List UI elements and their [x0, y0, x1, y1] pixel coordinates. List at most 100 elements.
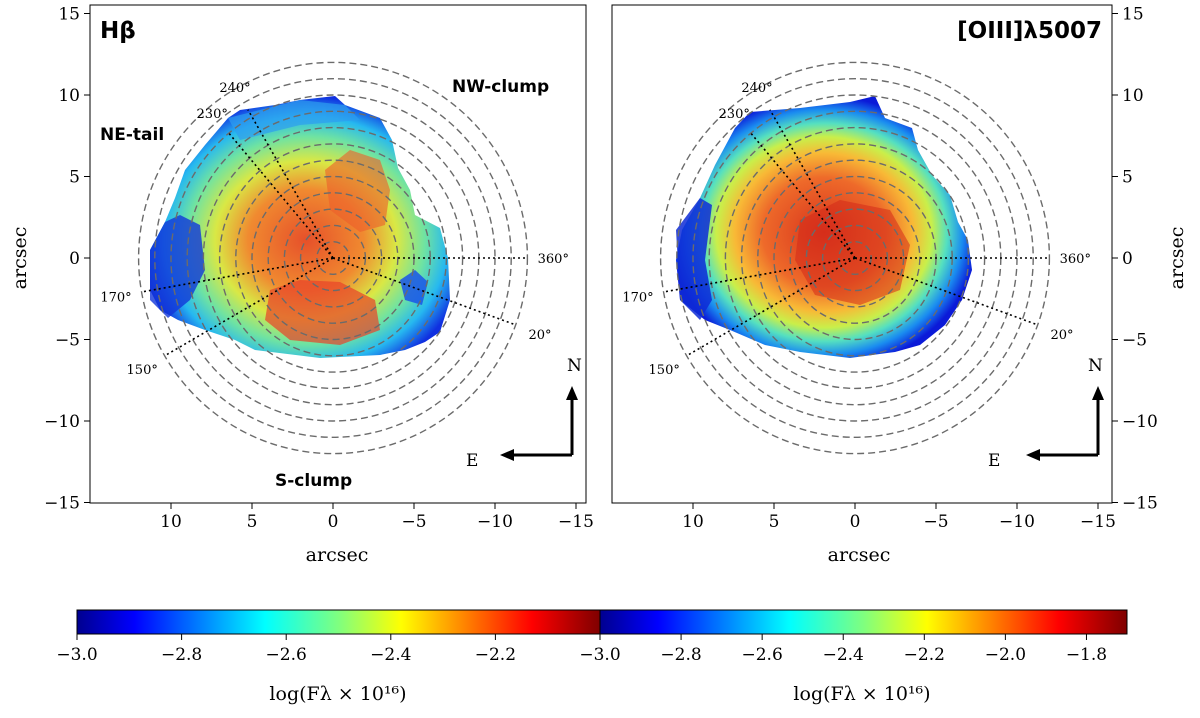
colorbar-oiii-gradient [599, 609, 1128, 635]
hbeta-compass: N E [466, 356, 582, 471]
oiii-compass: N E [988, 356, 1104, 471]
colorbar-oiii-label: log(Fλ × 10¹⁶) [793, 683, 930, 705]
oiii-compass-north: N [1088, 356, 1103, 376]
ring-3 [283, 208, 383, 308]
y-tick-label: −10 [44, 412, 80, 432]
ring-6 [757, 159, 953, 357]
x-tick-label: 10 [160, 512, 182, 532]
angle-label-360: 360° [1060, 252, 1091, 267]
angle-label-170: 170° [622, 290, 653, 305]
ring-12 [659, 61, 1051, 455]
colorbar-tick-label: −2.2 [904, 645, 945, 665]
oiii-axes-frame [611, 4, 1113, 504]
colorbar-tick-label: −1.8 [1066, 645, 1107, 665]
y-tick-label: −10 [1122, 412, 1158, 432]
panel-oiii: 240° 230° 170° 150° 20° 360° 10 5 0 −5 −10 −15 −15… [611, 4, 1188, 566]
colorbar-tick-label: −2.2 [475, 645, 516, 665]
y-tick-label: 15 [1122, 5, 1144, 25]
x-tick-label: −15 [558, 512, 594, 532]
colorbar-tick-label: −3.0 [579, 645, 620, 665]
angle-label-240: 240° [219, 81, 250, 96]
angle-line-230 [750, 132, 856, 259]
angle-label-230: 230° [719, 107, 750, 122]
hbeta-x-ticks: 10 5 0 −5 −10 −15 [160, 503, 594, 532]
x-tick-label: −5 [923, 512, 948, 532]
colorbar-hbeta-ticks: −3.0 −2.8 −2.6 −2.4 −2.2 [56, 634, 516, 665]
colorbar-oiii-ticks: −3.0 −2.8 −2.6 −2.4 −2.2 −2.0 −1.8 [579, 634, 1107, 665]
ring-4 [789, 192, 921, 324]
colorbar-tick-label: −2.6 [742, 645, 783, 665]
angle-label-230: 230° [197, 107, 228, 122]
ring-2 [299, 224, 367, 292]
ring-8 [724, 126, 986, 390]
annotation-nw-clump: NW-clump [452, 77, 549, 97]
y-tick-label: 0 [1122, 249, 1133, 269]
x-tick-label: −15 [1080, 512, 1116, 532]
angle-line-240 [769, 109, 856, 259]
annotation-s-clump: S-clump [275, 471, 352, 491]
x-tick-label: 5 [247, 512, 258, 532]
angle-label-150: 150° [649, 363, 680, 378]
colorbar-tick-label: −2.0 [985, 645, 1026, 665]
y-tick-label: 10 [1122, 86, 1144, 106]
colorbar-oiii: −3.0 −2.8 −2.6 −2.4 −2.2 −2.0 −1.8 log(Fλ × 10… [579, 609, 1128, 705]
ring-11 [154, 77, 512, 439]
y-tick-label: 15 [58, 5, 80, 25]
colorbar-tick-label: −2.4 [370, 645, 411, 665]
oiii-angle-lines: 240° 230° 170° 150° 20° 360° [622, 81, 1091, 378]
oiii-compass-east: E [988, 451, 1000, 471]
x-tick-label: −10 [999, 512, 1035, 532]
hbeta-title: Hβ [100, 18, 136, 44]
ring-7 [740, 143, 970, 373]
ring-4 [267, 192, 399, 324]
oiii-flux-map [676, 96, 972, 358]
oiii-x-axis-label: arcsec [828, 544, 891, 566]
angle-line-230 [228, 132, 334, 259]
x-tick-label: 0 [328, 512, 339, 532]
angle-label-20: 20° [1051, 328, 1074, 343]
y-tick-label: −5 [55, 331, 80, 351]
y-tick-label: 10 [58, 86, 80, 106]
colorbar-tick-label: −3.0 [56, 645, 97, 665]
ring-11 [676, 77, 1034, 439]
y-tick-label: −5 [1122, 331, 1147, 351]
hbeta-north-edge [228, 100, 360, 140]
y-tick-label: 5 [69, 168, 80, 188]
angle-label-240: 240° [741, 81, 772, 96]
angle-label-170: 170° [100, 290, 131, 305]
ring-12 [137, 61, 529, 455]
oiii-ne-edge [676, 198, 712, 320]
angle-label-150: 150° [127, 363, 158, 378]
annotation-ne-tail: NE-tail [100, 125, 164, 145]
colorbar-tick-label: −2.8 [660, 645, 701, 665]
oiii-y-ticks: −15 −10 −5 0 5 10 15 [1112, 5, 1158, 514]
colorbar-hbeta-label: log(Fλ × 10¹⁶) [269, 683, 406, 705]
ring-6 [235, 159, 431, 357]
ring-8 [202, 126, 464, 390]
hbeta-angle-lines: 240° 230° 170° 150° 20° 360° [100, 81, 569, 378]
colorbar-tick-label: −2.4 [823, 645, 864, 665]
oiii-title: [OIII]λ5007 [957, 18, 1102, 44]
colorbar-tick-label: −2.8 [161, 645, 202, 665]
ring-2 [821, 224, 889, 292]
hbeta-compass-east: E [466, 451, 478, 471]
x-tick-label: −5 [401, 512, 426, 532]
colorbar-hbeta-gradient [76, 609, 601, 635]
y-tick-label: 5 [1122, 168, 1133, 188]
hbeta-flux-map [150, 96, 450, 358]
hbeta-nw-clump [325, 150, 390, 232]
y-tick-label: −15 [44, 494, 80, 514]
ring-3 [805, 208, 905, 308]
angle-line-240 [247, 109, 334, 259]
hbeta-y-ticks: −15 −10 −5 0 5 10 15 [44, 5, 90, 514]
y-tick-label: 0 [69, 249, 80, 269]
hbeta-axes-frame [89, 4, 587, 504]
angle-label-20: 20° [529, 328, 552, 343]
oiii-x-ticks: 10 5 0 −5 −10 −15 [682, 503, 1116, 532]
y-tick-label: −15 [1122, 494, 1158, 514]
ring-7 [218, 143, 448, 373]
colorbar-tick-label: −2.6 [266, 645, 307, 665]
x-tick-label: 0 [850, 512, 861, 532]
x-tick-label: 5 [769, 512, 780, 532]
